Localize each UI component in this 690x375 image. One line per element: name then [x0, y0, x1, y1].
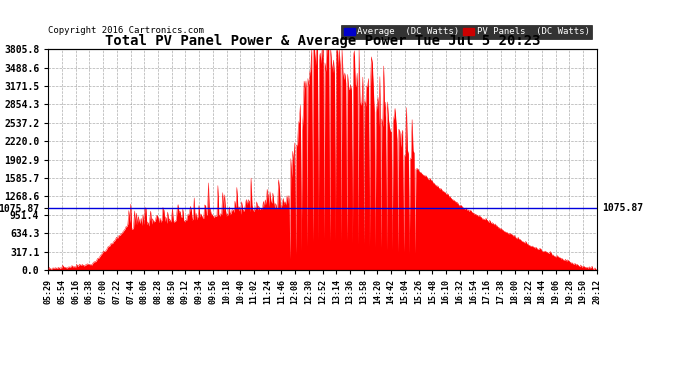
Title: Total PV Panel Power & Average Power Tue Jul 5 20:23: Total PV Panel Power & Average Power Tue… — [105, 34, 540, 48]
Legend: Average  (DC Watts), PV Panels  (DC Watts): Average (DC Watts), PV Panels (DC Watts) — [342, 24, 592, 39]
Text: Copyright 2016 Cartronics.com: Copyright 2016 Cartronics.com — [48, 27, 204, 36]
Text: 1075.87: 1075.87 — [602, 202, 644, 213]
